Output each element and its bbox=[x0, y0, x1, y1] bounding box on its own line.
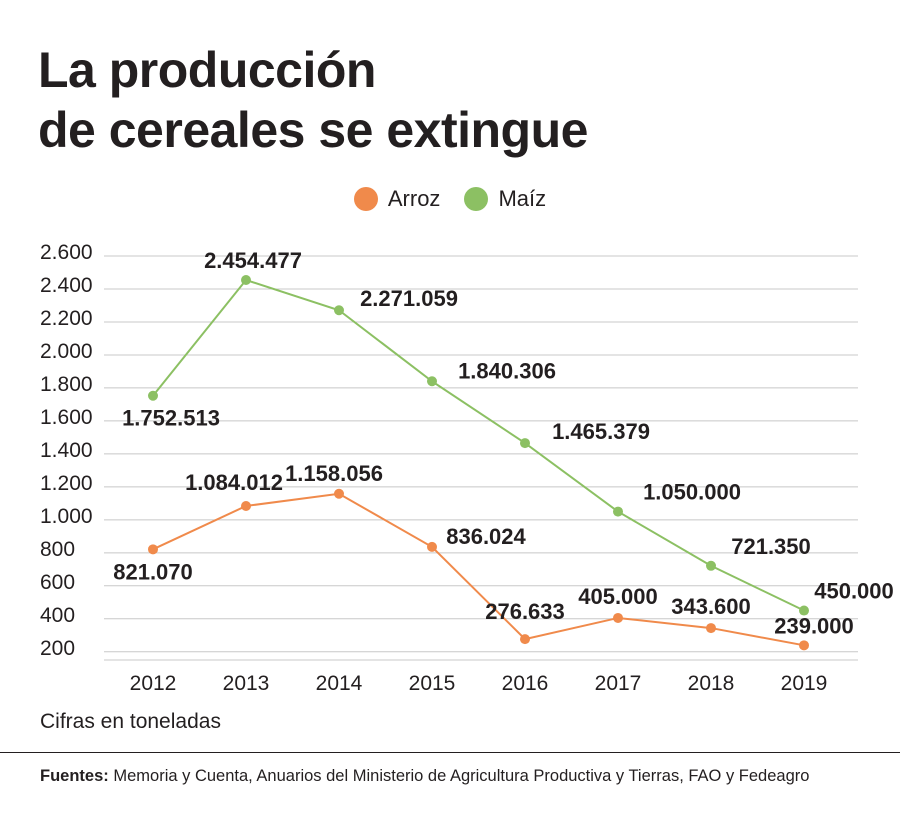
data-label-arroz: 836.024 bbox=[446, 524, 526, 549]
data-label-arroz: 276.633 bbox=[485, 599, 565, 624]
series-line-maiz bbox=[152, 278, 805, 612]
data-point-arroz bbox=[613, 612, 623, 623]
legend-label-arroz: Arroz bbox=[387, 186, 441, 211]
data-label-maiz: 2.454.477 bbox=[204, 248, 302, 273]
data-point-arroz bbox=[520, 634, 530, 645]
y-tick-label: 2.000 bbox=[40, 340, 93, 363]
data-label-maiz: 2.271.059 bbox=[360, 286, 458, 311]
y-tick-label: 200 bbox=[40, 637, 75, 660]
y-tick-label: 600 bbox=[40, 571, 75, 594]
data-point-maiz bbox=[148, 390, 158, 401]
legend-item-maiz: Maíz bbox=[464, 186, 546, 212]
data-label-maiz: 450.000 bbox=[814, 579, 894, 604]
legend-item-arroz: Arroz bbox=[353, 186, 441, 212]
data-point-maiz bbox=[241, 274, 251, 285]
legend-label-maiz: Maíz bbox=[498, 186, 547, 211]
data-point-maiz bbox=[334, 305, 344, 316]
data-point-maiz bbox=[520, 438, 530, 449]
y-tick-label: 2.600 bbox=[40, 241, 93, 264]
data-point-maiz bbox=[427, 376, 437, 387]
source-note: Fuentes: Memoria y Cuenta, Anuarios del … bbox=[40, 764, 870, 788]
legend-dot-maiz bbox=[464, 187, 489, 211]
y-tick-label: 2.200 bbox=[40, 307, 93, 330]
data-label-arroz: 821.070 bbox=[113, 559, 193, 584]
chart-title-line-1: La producción bbox=[38, 42, 376, 98]
y-tick-label: 1.200 bbox=[40, 472, 93, 495]
line-chart: 200 400 600 800 1.000 1.200 1.400 1.600 1.800 2.0… bbox=[40, 241, 894, 695]
data-point-arroz bbox=[427, 541, 437, 552]
data-label-maiz: 1.465.379 bbox=[552, 419, 650, 444]
data-label-arroz: 343.600 bbox=[671, 594, 751, 619]
data-point-arroz bbox=[148, 544, 158, 555]
source-label: Fuentes: bbox=[40, 767, 109, 785]
y-tick-label: 400 bbox=[40, 604, 75, 627]
source-text: Memoria y Cuenta, Anuarios del Ministeri… bbox=[113, 767, 810, 785]
x-tick-label: 2012 bbox=[130, 672, 177, 695]
data-label-arroz: 1.084.012 bbox=[185, 470, 283, 495]
x-tick-label: 2013 bbox=[223, 672, 270, 695]
data-label-arroz: 405.000 bbox=[578, 584, 658, 609]
data-point-arroz bbox=[334, 488, 344, 499]
legend-dot-arroz bbox=[353, 187, 378, 211]
chart-title: La producción de cereales se extingue bbox=[38, 40, 588, 160]
x-tick-label: 2014 bbox=[316, 672, 363, 695]
data-point-maiz bbox=[613, 506, 623, 517]
series-line-arroz bbox=[152, 492, 805, 647]
x-tick-label: 2017 bbox=[595, 672, 642, 695]
y-tick-label: 1.400 bbox=[40, 439, 93, 462]
units-note: Cifras en toneladas bbox=[40, 710, 221, 733]
x-tick-label: 2016 bbox=[502, 672, 549, 695]
data-label-maiz: 1.752.513 bbox=[122, 406, 220, 431]
chart-title-line-2: de cereales se extingue bbox=[38, 102, 588, 158]
data-point-maiz bbox=[799, 605, 809, 616]
data-label-maiz: 1.840.306 bbox=[458, 358, 556, 383]
data-label-arroz: 1.158.056 bbox=[285, 461, 383, 486]
footer-divider bbox=[0, 752, 900, 753]
data-point-maiz bbox=[706, 560, 716, 571]
x-tick-label: 2019 bbox=[781, 672, 828, 695]
y-tick-label: 1.000 bbox=[40, 505, 93, 528]
y-tick-label: 1.800 bbox=[40, 373, 93, 396]
data-point-arroz bbox=[706, 623, 716, 634]
data-label-maiz: 1.050.000 bbox=[643, 480, 741, 505]
chart-legend: Arroz Maíz bbox=[0, 186, 900, 212]
y-tick-label: 800 bbox=[40, 538, 75, 561]
y-tick-label: 1.600 bbox=[40, 406, 93, 429]
data-point-arroz bbox=[241, 500, 251, 511]
y-tick-label: 2.400 bbox=[40, 274, 93, 297]
data-label-arroz: 239.000 bbox=[774, 613, 854, 638]
x-tick-label: 2015 bbox=[409, 672, 456, 695]
x-tick-label: 2018 bbox=[688, 672, 735, 695]
data-label-maiz: 721.350 bbox=[731, 534, 811, 559]
data-point-arroz bbox=[799, 640, 809, 651]
